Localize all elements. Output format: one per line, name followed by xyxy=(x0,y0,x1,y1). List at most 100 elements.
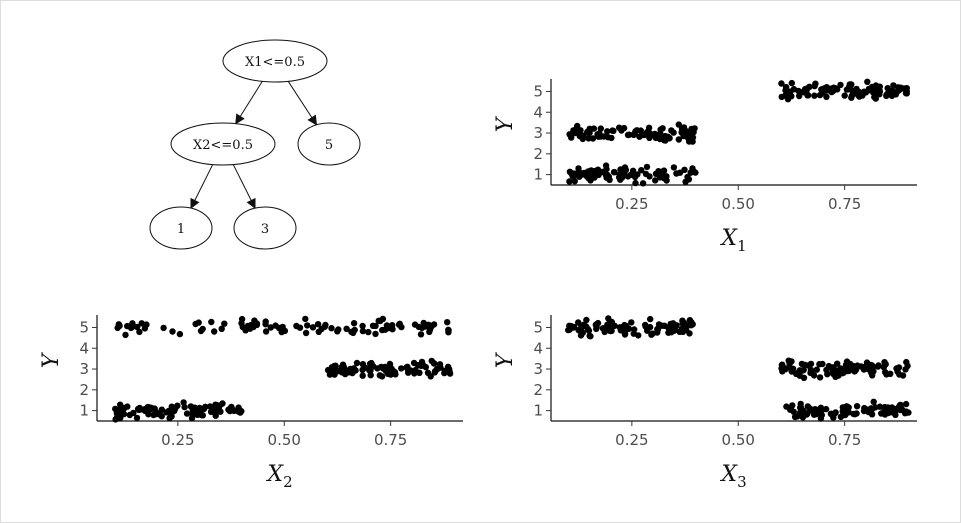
scatter-point xyxy=(902,85,909,92)
scatter-point xyxy=(168,411,175,419)
scatter-point xyxy=(444,367,451,374)
scatter-point xyxy=(856,89,863,96)
scatter-point xyxy=(416,369,423,376)
scatter-point xyxy=(843,358,851,365)
scatter-point xyxy=(387,371,394,378)
scatter-point xyxy=(322,321,329,329)
scatter-point xyxy=(367,364,374,371)
scatter-point xyxy=(681,166,688,173)
scatter-point xyxy=(133,414,141,422)
scatter-point xyxy=(611,169,618,176)
scatter-point xyxy=(876,91,883,98)
y-tick-label: 4 xyxy=(533,103,543,121)
scatter-point xyxy=(896,371,903,378)
scatter-point xyxy=(690,168,698,175)
scatter-point xyxy=(114,324,121,332)
scatter-point xyxy=(788,368,795,375)
scatter-point xyxy=(675,136,682,143)
scatter-point xyxy=(168,403,175,410)
tree-edge-root-split2 xyxy=(235,81,263,125)
scatter-point xyxy=(800,374,808,381)
scatter-point xyxy=(586,332,593,340)
scatter-point xyxy=(632,179,639,187)
scatter-point xyxy=(372,322,379,330)
scatter-point xyxy=(197,327,205,335)
scatter-point xyxy=(420,319,427,327)
scatter-point xyxy=(350,365,358,372)
scatter-point xyxy=(851,411,858,418)
scatter-point xyxy=(158,406,165,413)
y-tick-label: 4 xyxy=(533,339,543,357)
y-tick-label: 2 xyxy=(533,145,543,163)
scatter-point xyxy=(896,401,904,409)
scatter-point xyxy=(668,323,676,331)
scatter-points xyxy=(566,78,910,187)
scatter-point xyxy=(315,328,322,335)
scatter-point xyxy=(810,411,818,418)
scatter-point xyxy=(238,320,245,327)
scatter-point xyxy=(870,398,877,405)
scatter-point xyxy=(376,372,383,379)
scatter-point xyxy=(884,85,891,92)
tree-node-leaf5: 5 xyxy=(297,122,361,166)
scatter-point xyxy=(580,321,588,328)
tree-node-leaf3: 3 xyxy=(233,206,297,250)
scatter-point xyxy=(218,325,225,332)
scatter-point xyxy=(359,361,367,368)
scatter-point xyxy=(267,324,274,331)
scatter-point xyxy=(602,162,610,169)
scatter-point xyxy=(192,320,199,328)
scatter-point xyxy=(685,176,693,183)
scatter-point xyxy=(338,369,346,376)
x-tick-label: 0.50 xyxy=(268,431,301,449)
x-tick-label: 0.25 xyxy=(161,431,194,449)
scatter-point xyxy=(221,320,228,327)
scatter-point xyxy=(444,319,451,326)
scatter-point xyxy=(398,365,405,372)
scatter-point xyxy=(894,84,902,91)
scatter-point xyxy=(691,125,698,132)
scatter-point xyxy=(334,328,341,335)
y-tick-label: 1 xyxy=(79,402,89,420)
scatter-point xyxy=(575,319,582,326)
scatter-point xyxy=(624,173,632,180)
scatter-point xyxy=(868,362,875,369)
scatter-point xyxy=(594,131,601,138)
scatter-point xyxy=(892,407,899,414)
scatter-point xyxy=(863,359,871,366)
y-tick-label: 5 xyxy=(79,318,89,336)
scatter-point xyxy=(876,403,884,410)
y-tick-label: 1 xyxy=(533,166,543,184)
tree-edge-split2-leaf1 xyxy=(190,164,214,210)
scatter-point xyxy=(789,402,796,409)
x-axis-title: X3 xyxy=(719,462,746,491)
scatter-point xyxy=(812,80,819,87)
scatter-point xyxy=(795,87,802,95)
scatter-point xyxy=(875,362,882,369)
scatter-point xyxy=(867,405,875,412)
scatter-point xyxy=(788,79,795,87)
scatter-point xyxy=(278,328,285,336)
scatter-points xyxy=(112,315,454,423)
scatter-point xyxy=(169,328,176,335)
scatter-point xyxy=(782,87,789,94)
scatter-point xyxy=(630,330,637,337)
scatter-point xyxy=(657,130,664,137)
scatter-point xyxy=(828,88,835,96)
scatter-point xyxy=(642,170,650,178)
scatter-point xyxy=(208,318,215,326)
scatter-point xyxy=(253,321,261,329)
scatter-point xyxy=(833,367,840,374)
scatter-point xyxy=(803,411,810,418)
y-tick-label: 5 xyxy=(533,82,543,100)
scatter-point xyxy=(372,330,379,338)
tree-edge-root-leaf5 xyxy=(287,81,318,126)
scatter-point xyxy=(211,328,218,335)
scatter-point xyxy=(652,177,659,184)
scatter-point xyxy=(193,407,200,414)
scatter-point xyxy=(588,171,595,178)
scatter-point xyxy=(686,317,694,324)
scatter-point xyxy=(904,362,911,370)
